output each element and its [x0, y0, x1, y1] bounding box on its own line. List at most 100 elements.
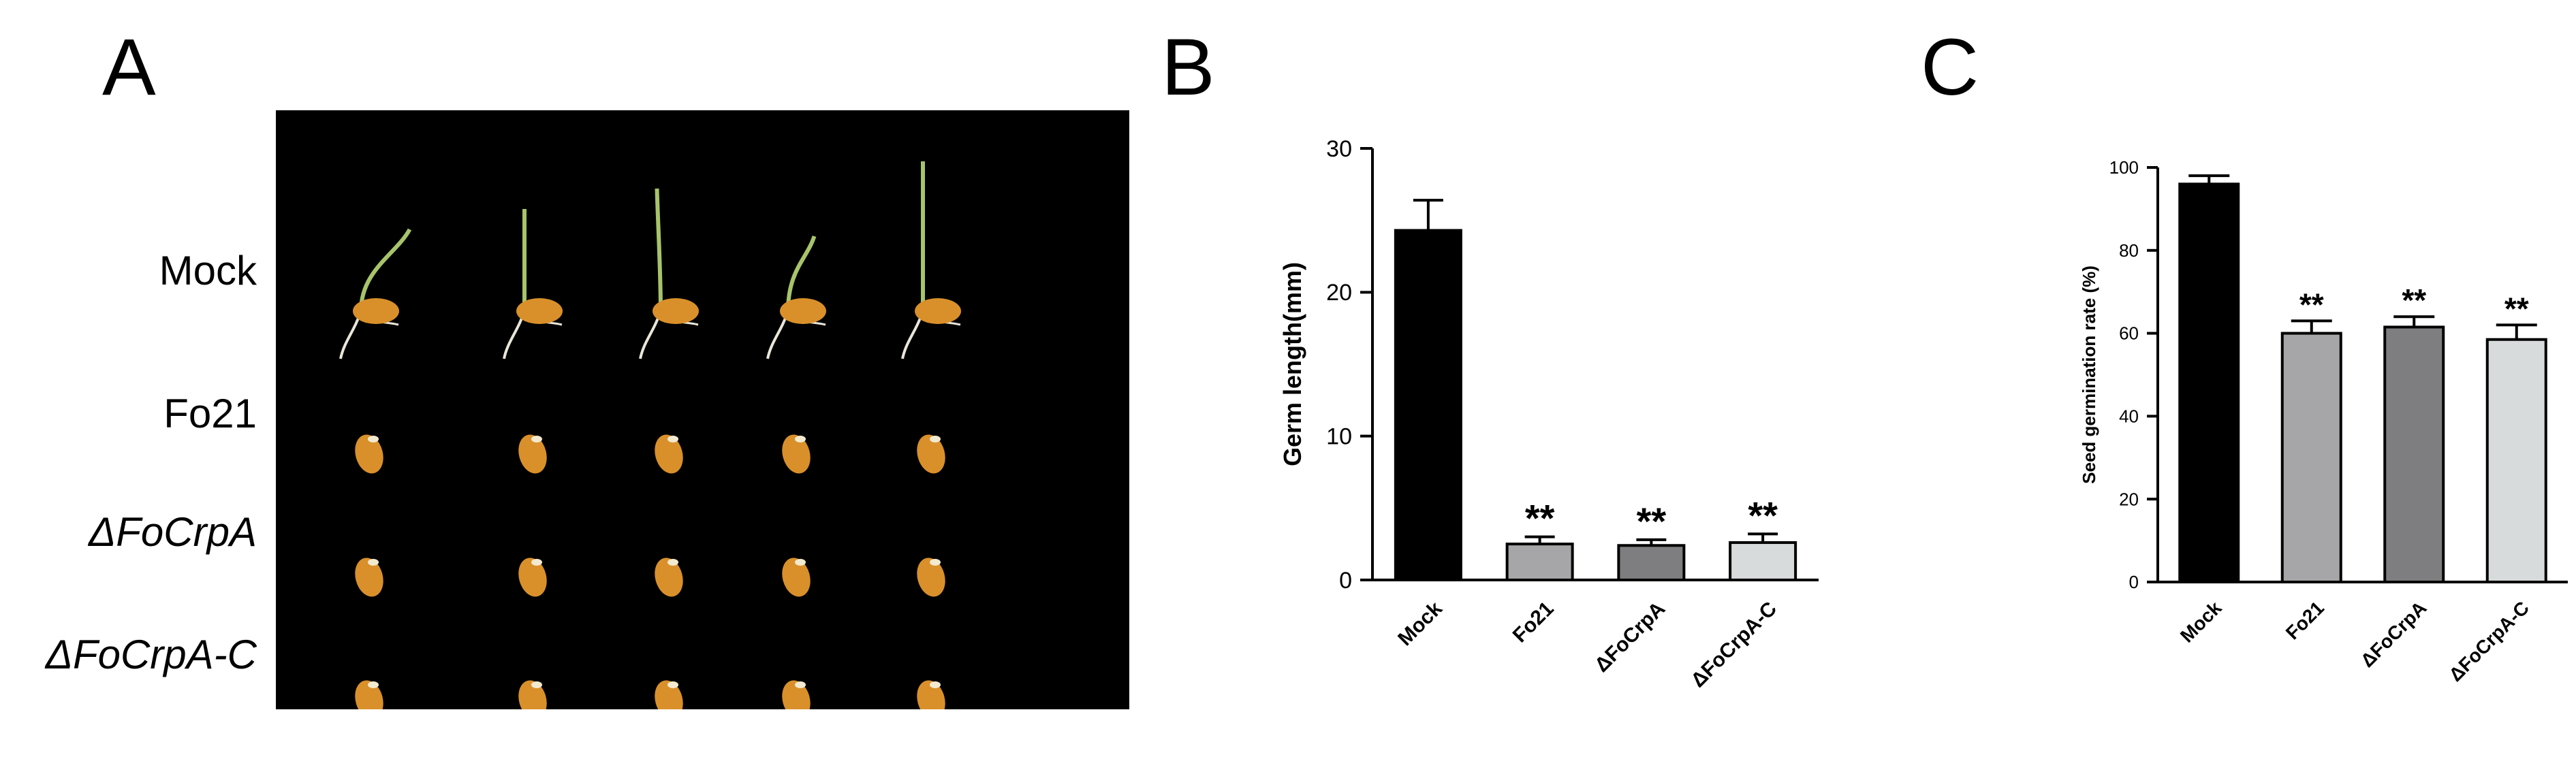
seed-tip	[531, 681, 542, 688]
category-label: Fo21	[1509, 598, 1558, 647]
y-tick-label: 0	[1339, 568, 1352, 594]
significance-label: **	[1748, 494, 1778, 536]
significance-label: **	[2402, 282, 2426, 318]
category-label: Fo21	[2282, 597, 2328, 643]
seed-tip	[368, 436, 379, 442]
seed-grain	[518, 434, 547, 474]
chart-b: 0 10 20 30 Germ length(mm) Mock ** Fo21 ** ΔFoCrp…	[1274, 123, 1832, 756]
seed	[639, 188, 699, 359]
seed	[766, 236, 826, 359]
seed-tip	[930, 436, 941, 442]
sprout	[655, 188, 663, 312]
seed	[782, 680, 811, 720]
category-label: ΔFoCrpA	[1590, 598, 1669, 677]
seed	[355, 434, 383, 474]
chart-c: 0 20 40 60 80 100 Seed germination rate (%) Moc…	[2077, 143, 2568, 756]
sprout	[786, 236, 817, 312]
significance-label: **	[1525, 497, 1555, 540]
bar-ΔFoCrpA-C	[1729, 541, 1797, 582]
row-label-dfocrpa: ΔFoCrpA	[89, 509, 257, 555]
seed-grain	[355, 680, 383, 720]
seed	[917, 434, 945, 474]
seed	[917, 558, 945, 597]
seed-grain	[782, 680, 811, 720]
seed-tip	[930, 559, 941, 566]
seed-tip	[930, 681, 941, 688]
seed	[518, 558, 547, 597]
significance-label: **	[1637, 500, 1667, 543]
y-tick-label: 80	[2119, 240, 2139, 261]
seed-tip	[795, 681, 806, 688]
seed-grain	[355, 558, 383, 597]
category-label: Mock	[1394, 597, 1447, 650]
seed	[917, 680, 945, 720]
seed	[518, 680, 547, 720]
significance-label: **	[2299, 287, 2324, 322]
seed-grain	[917, 680, 945, 720]
bar-Mock	[1394, 229, 1462, 581]
panel-label-a: A	[102, 22, 156, 112]
seed-tip	[667, 681, 678, 688]
seed-photo-canvas	[339, 161, 961, 720]
seed-tip	[795, 436, 806, 442]
y-tick-label: 20	[1326, 280, 1352, 306]
seed	[655, 680, 683, 720]
germination-rate-chart: 0 20 40 60 80 100 Seed germination rate (%) Moc…	[2079, 157, 2568, 685]
panel-label-b: B	[1161, 22, 1215, 112]
seed-grain	[917, 434, 945, 474]
seed-grain	[780, 298, 826, 324]
significance-label: **	[2504, 291, 2529, 326]
seed-grain	[518, 680, 547, 720]
seed-grain	[653, 298, 699, 324]
bar-ΔFoCrpA	[2383, 325, 2445, 583]
row-label-dfocrpa-c: ΔFoCrpA-C	[45, 632, 257, 677]
seed-grain	[782, 558, 811, 597]
y-axis-label: Germ length(mm)	[1278, 262, 1306, 466]
seed-photo	[276, 110, 1129, 720]
seed-grain	[915, 298, 961, 324]
y-tick-label: 10	[1326, 424, 1352, 450]
bar-Fo21	[1505, 543, 1574, 582]
category-label: ΔFoCrpA-C	[1686, 598, 1781, 692]
seed-grain	[782, 434, 811, 474]
category-label: ΔFoCrpA-C	[2445, 597, 2533, 685]
seed	[355, 680, 383, 720]
germ-length-chart: 0 10 20 30 Germ length(mm) Mock ** Fo21 ** ΔFoCrp…	[1278, 136, 1819, 692]
seed-tip	[667, 559, 678, 566]
bar-Mock	[2178, 182, 2240, 584]
seed	[782, 558, 811, 597]
seed-tip	[368, 681, 379, 688]
seed-grain	[655, 680, 683, 720]
y-tick-label: 40	[2119, 406, 2139, 427]
bar-ΔFoCrpA	[1617, 544, 1686, 582]
seed	[901, 161, 961, 359]
y-tick-label: 30	[1326, 136, 1352, 162]
seed-tip	[667, 436, 678, 442]
category-label: ΔFoCrpA	[2357, 597, 2431, 671]
seed-grain	[516, 298, 563, 324]
seed-grain	[655, 434, 683, 474]
row-label-fo21: Fo21	[163, 391, 257, 436]
seed	[503, 209, 563, 359]
y-tick-label: 100	[2109, 157, 2139, 178]
y-tick-label: 0	[2129, 572, 2139, 592]
panel-label-c: C	[1921, 22, 1979, 112]
seed	[655, 434, 683, 474]
seed-grain	[518, 558, 547, 597]
seed-grain	[353, 298, 399, 324]
seed-tip	[531, 436, 542, 442]
seed-grain	[655, 558, 683, 597]
seed	[355, 558, 383, 597]
seed	[782, 434, 811, 474]
seed-tip	[368, 559, 379, 566]
seed-grain	[917, 558, 945, 597]
category-label: Mock	[2176, 597, 2226, 647]
row-label-mock: Mock	[159, 248, 257, 293]
y-tick-label: 60	[2119, 323, 2139, 344]
y-tick-label: 20	[2119, 489, 2139, 509]
sprout	[359, 228, 412, 312]
y-axis-label: Seed germination rate (%)	[2079, 265, 2099, 484]
seed-tip	[531, 559, 542, 566]
seed-tip	[795, 559, 806, 566]
seed-grain	[355, 434, 383, 474]
